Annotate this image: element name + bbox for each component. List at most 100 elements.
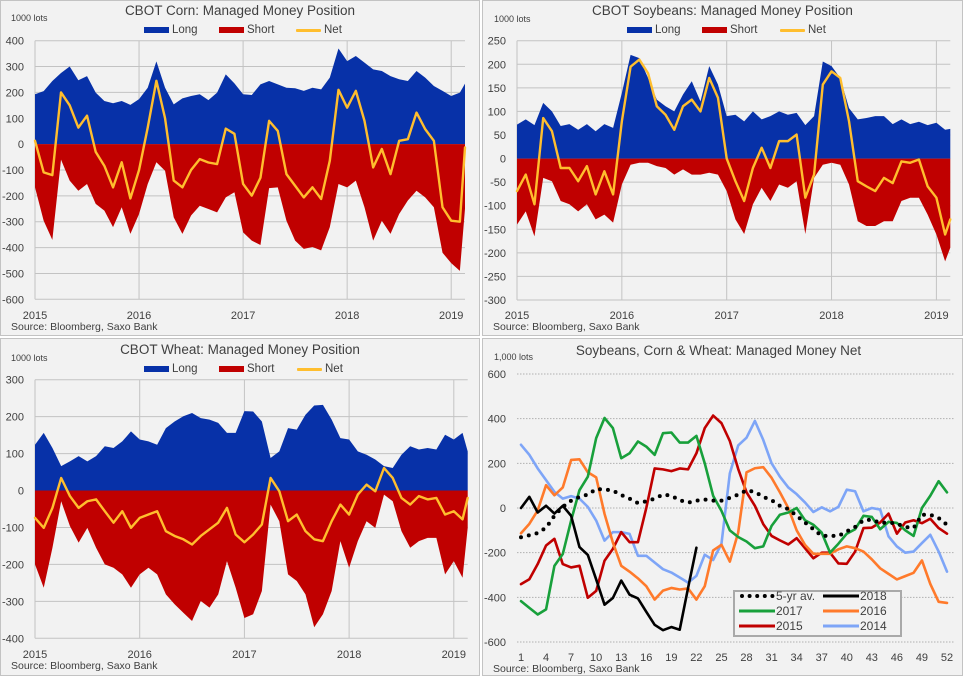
- y-tick-label: 600: [488, 369, 506, 381]
- short-position-area: [517, 158, 951, 262]
- net-position-line: [33, 466, 469, 546]
- x-tick-label: 1: [518, 652, 524, 664]
- y-tick-label: -400: [2, 633, 24, 645]
- x-tick-label: 49: [916, 652, 928, 664]
- y-tick-label: 150: [488, 83, 506, 95]
- soybeans-plot: 250 200 150 100 50 0 -50 -100 -150 -200 -250 -300 20…: [484, 36, 952, 322]
- y-tick-label: -100: [484, 201, 506, 213]
- y-tick-label: 100: [6, 113, 24, 125]
- y-tick-label: -400: [484, 592, 506, 604]
- legend-label-short: Short: [247, 363, 275, 375]
- legend-item-5yr-avg: 5-yr av.: [739, 589, 819, 603]
- y-tick-label: -500: [2, 268, 24, 280]
- legend-swatch-short: [702, 27, 727, 33]
- chart-title: CBOT Soybeans: Managed Money Position: [592, 3, 853, 18]
- legend-item-short: Short: [219, 362, 289, 376]
- y-axis-unit-label: 1,000 lots: [494, 352, 534, 362]
- source-note: Source: Bloomberg, Saxo Bank: [11, 321, 158, 333]
- y-axis-unit-label: 1000 lots: [11, 353, 48, 363]
- legend-swatch-net: [296, 28, 321, 32]
- legend-label-2016: 2016: [860, 604, 887, 618]
- chart-title: CBOT Corn: Managed Money Position: [124, 3, 356, 18]
- x-tick-label: 10: [590, 652, 602, 664]
- corn-plot: 400 300 200 100 0 -100 -200 -300 -400 -500 -600 201…: [2, 36, 467, 322]
- y-tick-label: -250: [484, 271, 506, 283]
- x-tick-label: 28: [740, 652, 752, 664]
- legend-item-net: Net: [296, 23, 366, 37]
- legend-label-5yr-avg: 5-yr av.: [776, 589, 816, 603]
- legend-label-net: Net: [324, 24, 342, 36]
- legend-label-net: Net: [325, 363, 343, 375]
- legend-item-2018: 2018: [823, 589, 903, 603]
- legend-swatch-short: [219, 366, 244, 372]
- legend-label-2014: 2014: [860, 619, 887, 633]
- y-tick-label: 0: [18, 139, 24, 151]
- legend-swatch-long: [627, 27, 652, 33]
- y-tick-label: 0: [500, 503, 506, 515]
- legend-item-2014: 2014: [823, 619, 903, 633]
- net-plot: 600 400 200 0 -200 -400 -600 1 4 7 10 13 16 19 22 25 28 3…: [484, 369, 954, 664]
- series-line-2014: [519, 419, 949, 584]
- x-tick-label: 7: [568, 652, 574, 664]
- legend-item-long: Long: [144, 362, 214, 376]
- y-tick-label: -200: [484, 248, 506, 260]
- legend-swatch-net: [297, 367, 322, 371]
- x-tick-label: 2019: [924, 310, 948, 322]
- legend-item-2016: 2016: [823, 604, 903, 618]
- y-tick-label: -600: [2, 294, 24, 306]
- source-note: Source: Bloomberg, Saxo Bank: [493, 321, 640, 333]
- x-tick-label: 2016: [610, 310, 634, 322]
- corn-chart-panel: CBOT Corn: Managed Money Position 1000 l…: [0, 0, 480, 336]
- legend-label-long: Long: [172, 24, 198, 36]
- legend-label-2018: 2018: [860, 589, 887, 603]
- x-tick-label: 4: [543, 652, 549, 664]
- legend-swatch-net: [780, 28, 805, 32]
- legend-swatch-2017: [739, 609, 775, 613]
- x-tick-label: 52: [941, 652, 953, 664]
- legend-box: [733, 590, 902, 637]
- y-tick-label: 400: [488, 414, 506, 426]
- x-tick-label: 2018: [819, 310, 843, 322]
- legend-item-long: Long: [144, 23, 214, 37]
- wheat-plot: 300 200 100 0 -100 -200 -300 -400 2015 2016 2017 20…: [2, 375, 469, 661]
- y-tick-label: -300: [2, 596, 24, 608]
- legend-label-2017: 2017: [776, 604, 803, 618]
- y-axis-unit-label: 1000 lots: [11, 13, 48, 23]
- y-tick-label: -600: [484, 637, 506, 649]
- y-tick-label: 50: [494, 130, 506, 142]
- long-position-area: [517, 54, 951, 159]
- series-line-5-yr-av: [519, 487, 949, 540]
- legend-item-short: Short: [219, 23, 289, 37]
- legend-item-long: Long: [627, 23, 697, 37]
- legend-label-long: Long: [172, 363, 198, 375]
- net-position-line: [515, 58, 952, 236]
- y-tick-label: 250: [488, 36, 506, 48]
- short-position-area: [35, 490, 468, 628]
- x-tick-label: 2016: [127, 649, 151, 661]
- y-tick-label: 300: [6, 62, 24, 74]
- legend-swatch-2018: [823, 594, 859, 598]
- x-tick-label: 2017: [714, 310, 738, 322]
- x-tick-label: 2018: [335, 310, 359, 322]
- source-note: Source: Bloomberg, Saxo Bank: [493, 663, 640, 675]
- y-tick-label: 200: [488, 59, 506, 71]
- legend-label-short: Short: [247, 24, 275, 36]
- y-tick-label: -200: [2, 559, 24, 571]
- y-tick-label: -300: [484, 295, 506, 307]
- legend-item-short: Short: [702, 23, 772, 37]
- legend-label-long: Long: [655, 24, 681, 36]
- legend-item-net: Net: [780, 23, 850, 37]
- series-line-2016: [519, 458, 949, 605]
- x-tick-label: 37: [816, 652, 828, 664]
- source-note: Source: Bloomberg, Saxo Bank: [11, 660, 158, 672]
- y-tick-label: 0: [18, 486, 24, 498]
- y-tick-label: -400: [2, 243, 24, 255]
- y-tick-label: -100: [2, 165, 24, 177]
- long-position-area: [35, 48, 465, 145]
- y-tick-label: -50: [490, 177, 506, 189]
- y-tick-label: 300: [6, 375, 24, 387]
- legend-swatch-2015: [739, 624, 775, 628]
- legend-item-2017: 2017: [739, 604, 819, 618]
- legend-swatch-5yr-avg: [740, 594, 775, 598]
- net-position-line: [33, 79, 467, 223]
